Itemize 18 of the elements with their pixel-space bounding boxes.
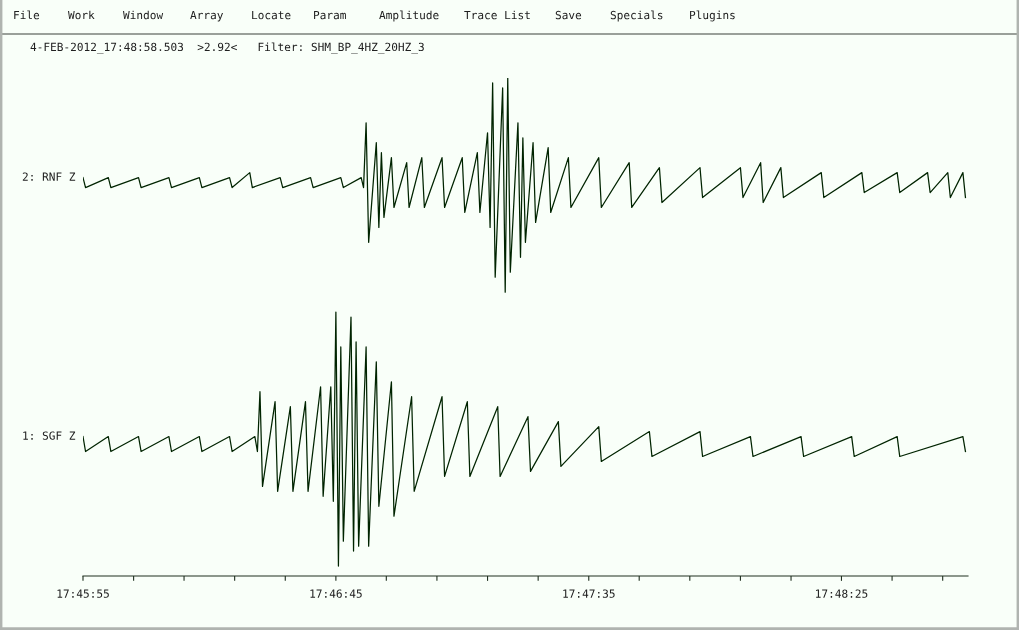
x-tick-label: 17:47:35 xyxy=(563,589,615,598)
series-label: 2: RNF Z xyxy=(22,172,76,181)
chart-title: 4-FEB-2012_17:48:58.503 >2.92< Filter: SHM_BP_4HZ_20HZ_3 xyxy=(30,42,424,54)
text: Work xyxy=(68,10,95,20)
text: File xyxy=(14,10,40,20)
text: Param xyxy=(314,10,346,20)
text: Array xyxy=(190,10,224,22)
text: Trace List xyxy=(464,10,530,20)
series-label: 1: SGF Z xyxy=(23,431,76,440)
x-tick-label: 17:48:25 xyxy=(816,589,868,598)
text: Specials xyxy=(610,10,663,22)
text: Locate xyxy=(252,10,291,20)
x-tick-label: 17:46:45 xyxy=(310,589,362,598)
text: Plugins xyxy=(690,10,735,22)
x-tick-label: 17:45:55 xyxy=(57,589,109,598)
text: Save xyxy=(555,10,582,20)
text: Window xyxy=(123,10,164,20)
text: Amplitude xyxy=(379,10,439,22)
